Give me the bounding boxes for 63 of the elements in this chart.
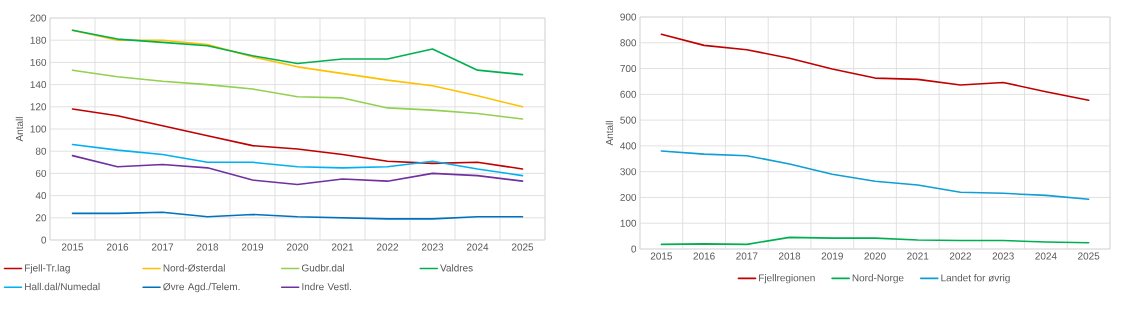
y-tick-label: 80 <box>35 147 47 155</box>
y-tick-label: 20 <box>35 214 47 222</box>
y-tick-label: 200 <box>30 14 47 22</box>
x-tick-label: 2017 <box>736 252 758 260</box>
y-tick-label: 300 <box>620 168 637 176</box>
y-tick-label: 500 <box>620 116 637 124</box>
y-tick-label: 800 <box>620 39 637 47</box>
x-tick-label: 2024 <box>1035 252 1057 260</box>
y-axis-title: Antall <box>15 117 24 142</box>
y-tick-label: 0 <box>631 245 637 253</box>
legend-label: Øvre Agd./Telem. <box>163 282 240 293</box>
line-series <box>660 33 1090 102</box>
x-tick-label: 2022 <box>376 243 399 251</box>
y-tick-label: 180 <box>30 36 47 44</box>
x-tick-label: 2018 <box>196 243 219 251</box>
line-series <box>71 108 524 170</box>
x-tick-label: 2015 <box>61 243 84 251</box>
y-axis-title: Antall <box>605 121 614 146</box>
y-tick-label: 120 <box>30 103 47 111</box>
line-series <box>660 236 1090 246</box>
x-tick-label: 2021 <box>331 243 354 251</box>
x-tick-label: 2020 <box>864 252 886 260</box>
y-tick-label: 700 <box>620 65 637 73</box>
x-tick-label: 2023 <box>992 252 1014 260</box>
x-tick-label: 2019 <box>821 252 843 260</box>
x-tick-label: 2024 <box>466 243 489 251</box>
legend-label: Gudbr.dal <box>301 264 345 272</box>
legend-label: Fjellregionen <box>759 274 815 284</box>
y-tick-label: 100 <box>620 219 637 227</box>
line-series <box>71 143 524 177</box>
line-series <box>660 150 1090 201</box>
x-tick-label: 2019 <box>241 243 264 251</box>
line-series <box>71 29 524 76</box>
x-tick-label: 2025 <box>511 243 534 251</box>
x-tick-label: 2021 <box>907 252 929 260</box>
y-tick-label: 600 <box>620 90 637 98</box>
y-tick-label: 140 <box>30 81 47 89</box>
legend-label: Landet for øvrig <box>941 274 1010 284</box>
y-tick-label: 60 <box>35 169 47 177</box>
legend-label: Indre Vestl. <box>302 282 351 291</box>
x-tick-label: 2025 <box>1078 252 1100 260</box>
legend-label: Nord-Østerdal <box>163 264 225 272</box>
legend-label: Nord-Norge <box>852 274 904 284</box>
legend-label: Fjell-Tr.lag <box>25 264 70 274</box>
y-tick-label: 400 <box>620 142 637 150</box>
line-series <box>71 69 524 120</box>
x-tick-label: 2016 <box>106 243 129 251</box>
x-tick-label: 2022 <box>949 252 972 260</box>
x-tick-label: 2015 <box>650 252 673 260</box>
line-series <box>71 154 524 186</box>
x-tick-label: 2023 <box>421 243 444 251</box>
legend-label: Valdres <box>440 264 473 272</box>
legend-label: Hall.dal/Numedal <box>25 282 100 291</box>
y-tick-label: 200 <box>620 193 637 201</box>
x-tick-label: 2018 <box>778 252 801 260</box>
y-tick-label: 40 <box>35 192 47 200</box>
x-tick-label: 2020 <box>286 243 309 251</box>
y-tick-label: 160 <box>30 58 47 66</box>
x-tick-label: 2016 <box>693 252 715 260</box>
y-tick-label: 0 <box>41 236 47 244</box>
y-tick-label: 100 <box>30 125 47 133</box>
x-tick-label: 2017 <box>151 243 174 251</box>
y-tick-label: 900 <box>620 13 637 21</box>
